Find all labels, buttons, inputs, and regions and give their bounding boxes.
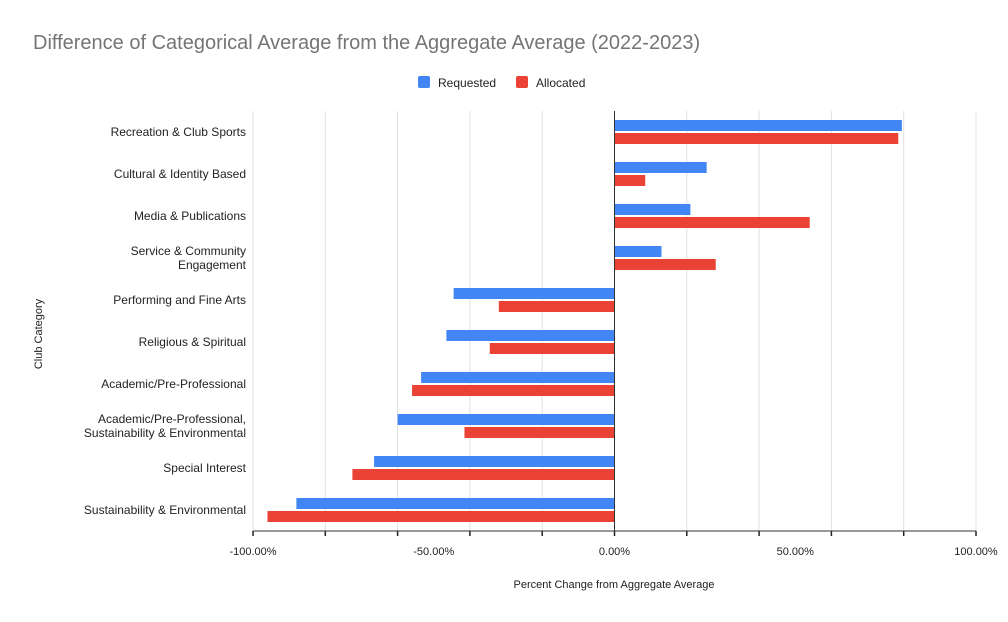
bar-requested-3 [614, 246, 662, 257]
category-label: Religious & Spiritual [139, 335, 246, 349]
bar-allocated-0 [614, 133, 899, 144]
legend-swatch-allocated [516, 76, 528, 88]
bar-allocated-7 [464, 427, 615, 438]
category-label: Service & Community Engagement [131, 244, 247, 272]
bar-requested-0 [614, 120, 902, 131]
x-tick-label: 50.00% [777, 546, 815, 558]
bar-requested-5 [446, 330, 615, 341]
bar-allocated-9 [267, 511, 615, 522]
category-label: Performing and Fine Arts [113, 293, 246, 307]
bar-requested-9 [296, 498, 615, 509]
legend-label-requested: Requested [438, 76, 496, 90]
x-tick-label: -100.00% [229, 546, 276, 558]
bar-requested-2 [614, 204, 691, 215]
bar-allocated-6 [412, 385, 615, 396]
bar-allocated-5 [489, 343, 615, 354]
category-label: Academic/Pre-Professional, Sustainability… [84, 412, 246, 440]
bar-allocated-2 [614, 217, 810, 228]
bar-requested-6 [421, 372, 615, 383]
category-label: Sustainability & Environmental [84, 503, 246, 517]
legend-label-allocated: Allocated [536, 76, 585, 90]
bar-allocated-3 [614, 259, 716, 270]
x-tick-label: 0.00% [599, 546, 630, 558]
legend-swatch-requested [418, 76, 430, 88]
x-tick-label: -50.00% [413, 546, 454, 558]
y-axis-title: Club Category [33, 298, 45, 369]
axes: -100.00% -50.00% 0.00% 50.00% 100.00% [229, 111, 998, 558]
bar-requested-4 [453, 288, 615, 299]
category-label: Recreation & Club Sports [111, 125, 246, 139]
bar-allocated-8 [352, 469, 615, 480]
bar-requested-7 [397, 414, 615, 425]
category-label: Academic/Pre-Professional [101, 377, 246, 391]
x-axis-title: Percent Change from Aggregate Average [514, 579, 715, 591]
bar-allocated-1 [614, 175, 646, 186]
x-tick-label: 100.00% [954, 546, 998, 558]
chart-title: Difference of Categorical Average from t… [33, 32, 701, 54]
category-label: Special Interest [163, 461, 246, 475]
bar-requested-1 [614, 162, 707, 173]
bars [267, 120, 902, 522]
bar-requested-8 [374, 456, 615, 467]
category-labels: Recreation & Club Sports Cultural & Ident… [84, 125, 247, 517]
legend: Requested Allocated [418, 76, 585, 90]
bar-allocated-4 [498, 301, 615, 312]
category-label: Media & Publications [134, 209, 246, 223]
category-label: Cultural & Identity Based [114, 167, 246, 181]
